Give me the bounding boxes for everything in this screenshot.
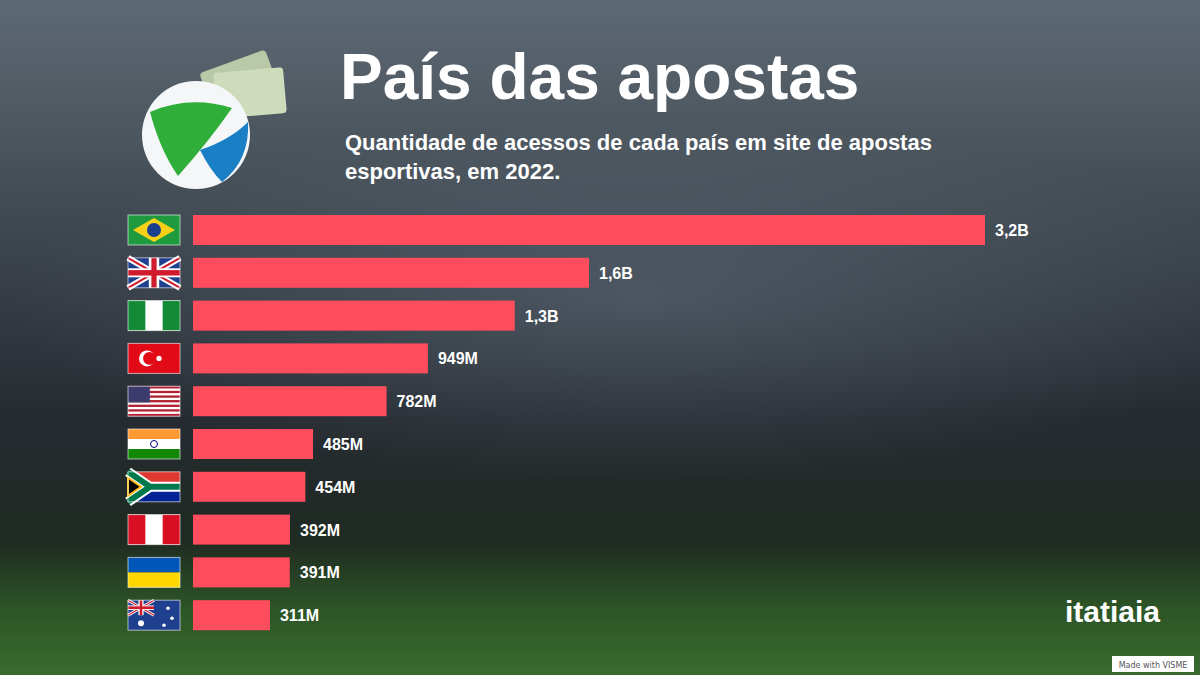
subtitle: Quantidade de acessos de cada país em si…: [345, 128, 955, 186]
flag-part: [128, 258, 180, 288]
flag: [128, 557, 180, 587]
logo: itatiaia: [1065, 595, 1160, 628]
bar: [193, 515, 290, 545]
flag: [128, 258, 180, 288]
bar: [193, 472, 305, 502]
data-label: 485M: [323, 436, 363, 453]
flag-part: [162, 623, 166, 627]
flag: [128, 215, 180, 245]
data-label: 949M: [438, 350, 478, 367]
data-label: 1,6B: [599, 265, 633, 282]
flag-part: [128, 515, 145, 545]
flag-border: [128, 386, 180, 416]
flag-border: [128, 343, 180, 373]
flag-part: [128, 258, 180, 288]
ball-panel: [200, 122, 248, 182]
ball: [142, 81, 250, 189]
data-label: 392M: [300, 522, 340, 539]
flag-border: [128, 429, 180, 459]
flag-part: [128, 301, 145, 331]
flag-part: [128, 515, 180, 545]
flag-part: [128, 215, 180, 245]
bar: [193, 386, 387, 416]
flag-border: [128, 301, 180, 331]
flag-part: [128, 386, 150, 402]
flag-part: [128, 386, 180, 416]
flag-part: [128, 600, 154, 615]
flag-part: [163, 301, 180, 331]
flag-part: [156, 356, 161, 361]
flag-part: [128, 258, 180, 288]
bar: [193, 258, 589, 288]
credit-box: [1112, 656, 1194, 672]
flag-part: [170, 616, 174, 620]
flag-part: [166, 606, 170, 610]
flag: [128, 515, 180, 545]
bar: [193, 557, 290, 587]
flag: [128, 429, 180, 459]
bars: [193, 215, 985, 630]
bar: [193, 215, 985, 245]
bar: [193, 600, 270, 630]
flag-part: [128, 449, 180, 459]
credit: Made with VISME: [1119, 661, 1188, 670]
flag-part: [128, 429, 180, 439]
flag-part: [138, 620, 144, 626]
flags: [128, 215, 180, 630]
flag-part: [128, 478, 141, 496]
flag-part: [128, 557, 180, 572]
flag-part: [128, 606, 154, 609]
flag: [128, 343, 180, 373]
flag-part: [133, 218, 175, 242]
flag: [128, 600, 180, 630]
flag-border: [128, 557, 180, 587]
title: País das apostas: [340, 40, 859, 114]
chart: 3,2B 1,6B 1,3B 949M 782M 485M 454M 392M 391M 311M…: [0, 0, 1200, 675]
flag-part: [147, 223, 161, 237]
flag-border: [128, 600, 180, 630]
bar: [193, 429, 313, 459]
flag-part: [128, 439, 180, 449]
flag-border: [128, 472, 180, 502]
flag-part: [128, 405, 180, 407]
flag-part: [128, 600, 154, 615]
data-label: 782M: [397, 393, 437, 410]
flag-part: [151, 441, 158, 448]
flag: [128, 386, 180, 416]
data-label: 3,2B: [995, 222, 1029, 239]
flag-part: [128, 600, 180, 630]
data-label: 311M: [280, 607, 319, 624]
ball-icon: [142, 49, 287, 189]
flag-border: [128, 515, 180, 545]
flag-part: [128, 600, 154, 615]
flag: [128, 472, 180, 502]
flag-part: [143, 352, 156, 365]
flag: [128, 301, 180, 331]
flag-part: [163, 515, 180, 545]
flag-part: [128, 472, 180, 502]
flag-part: [128, 343, 180, 373]
flag-border: [128, 215, 180, 245]
bar: [193, 343, 428, 373]
flag-part: [128, 572, 180, 587]
data-labels: 3,2B 1,6B 1,3B 949M 782M 485M 454M 392M 391M 311M: [280, 222, 1029, 624]
flag-part: [128, 301, 180, 331]
flag-part: [128, 409, 180, 411]
flag-border: [128, 258, 180, 288]
data-label: 454M: [315, 479, 355, 496]
flag-part: [128, 270, 180, 275]
data-label: 391M: [300, 564, 340, 581]
bar: [193, 301, 515, 331]
data-label: 1,3B: [525, 308, 559, 325]
flag-part: [139, 350, 155, 366]
flag-part: [128, 472, 180, 502]
